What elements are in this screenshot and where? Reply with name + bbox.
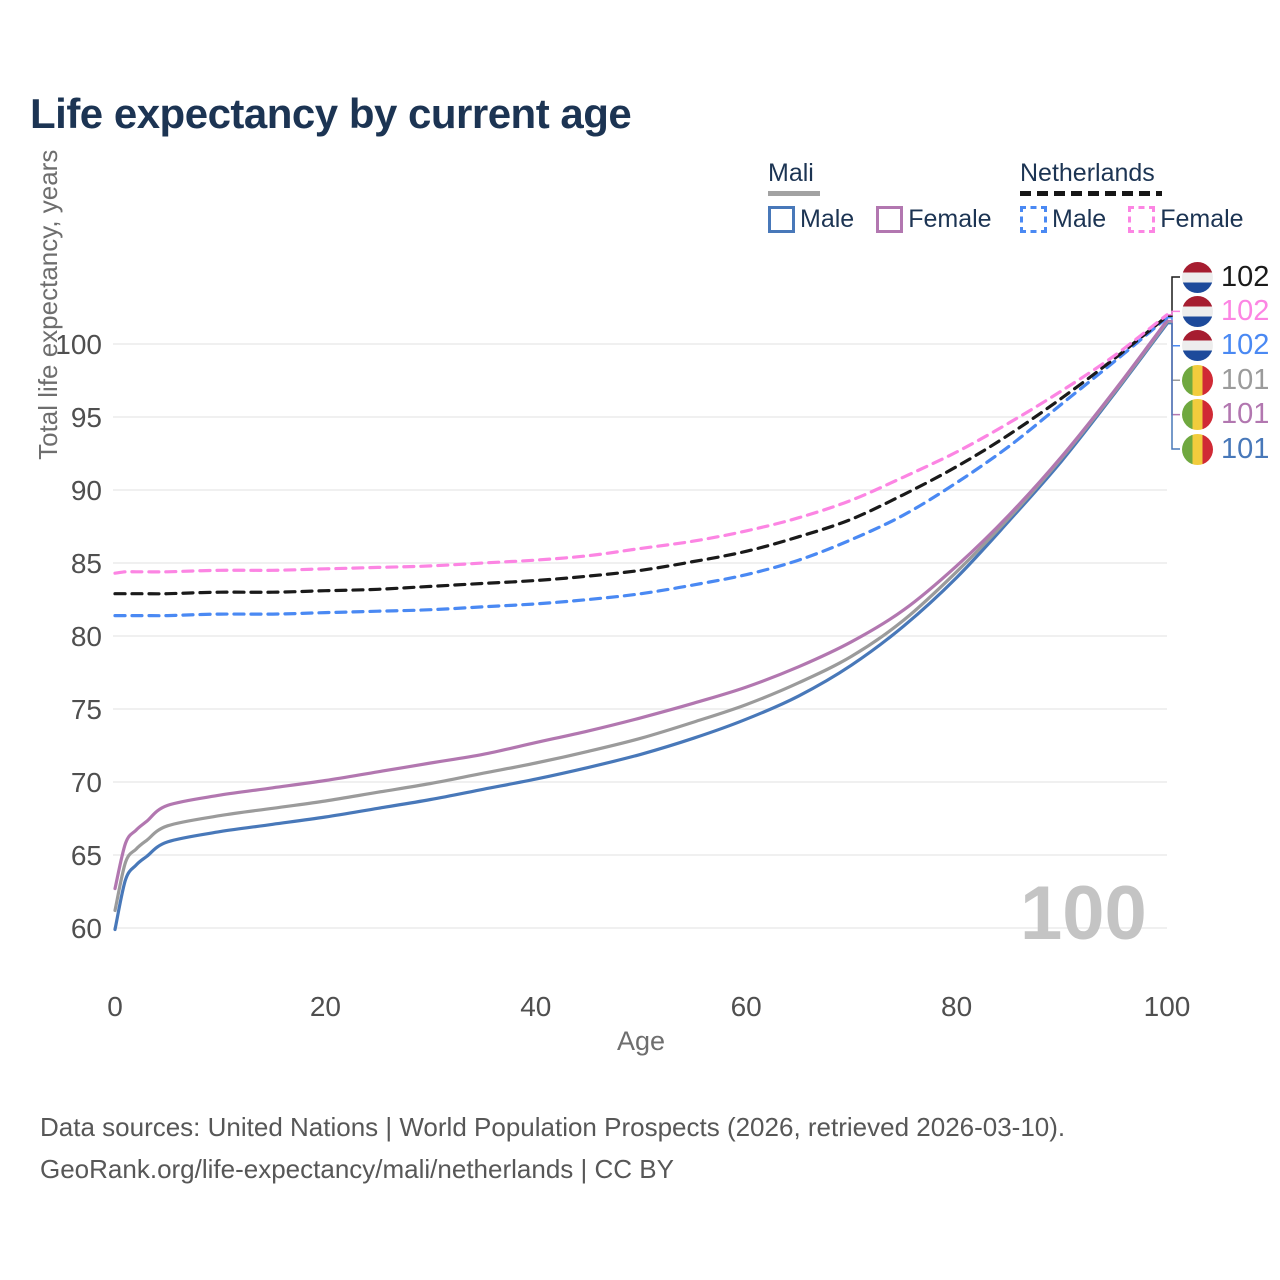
x-tick-60: 60 — [731, 991, 762, 1022]
legend-group-netherlands: Netherlands Male Female — [1020, 160, 1244, 234]
x-tick-0: 0 — [107, 991, 123, 1022]
end-label-value: 102 — [1221, 294, 1270, 327]
legend-title-netherlands[interactable]: Netherlands — [1020, 159, 1155, 187]
y-tick-95: 95 — [71, 402, 102, 433]
legend-label-netherlands-male[interactable]: Male — [1052, 205, 1107, 233]
end-label-mali-all: 101 — [1182, 364, 1269, 396]
x-axis-title: Age — [616, 1026, 666, 1056]
legend-swatch-netherlands-female[interactable] — [1128, 206, 1156, 233]
page-title: Life expectancy by current age — [30, 90, 632, 137]
end-label-value: 101 — [1221, 432, 1270, 465]
legend-label-netherlands-female[interactable]: Female — [1160, 205, 1244, 233]
end-label-connector-mali-female — [1168, 319, 1180, 416]
footer-attribution-link[interactable]: GeoRank.org/life-expectancy/mali/netherl… — [40, 1154, 674, 1184]
end-label-netherlands-male: 102 — [1182, 329, 1270, 362]
x-tick-20: 20 — [310, 991, 341, 1022]
end-label-mali-male: 101 — [1182, 433, 1269, 465]
x-tick-100: 100 — [1144, 991, 1191, 1022]
y-tick-75: 75 — [71, 694, 102, 725]
end-label-netherlands-female: 102 — [1182, 295, 1269, 327]
end-label-netherlands-all: 102 — [1182, 261, 1269, 293]
mali-flag-icon — [1182, 399, 1213, 431]
y-axis-title: Total life expectancy, years — [33, 149, 63, 460]
y-tick-90: 90 — [71, 475, 102, 506]
footer: Data sources: United Nations | World Pop… — [40, 1106, 1065, 1190]
mali-flag-icon — [1182, 433, 1213, 465]
end-label-connector-netherlands-all — [1168, 276, 1180, 318]
legend-swatch-netherlands-male[interactable] — [1020, 206, 1047, 233]
legend-swatch-mali-male[interactable] — [768, 206, 795, 233]
line-netherlands-male[interactable] — [113, 316, 1169, 618]
end-label-connector-mali-male — [1168, 322, 1180, 450]
end-label-value: 102 — [1221, 329, 1270, 362]
x-tick-80: 80 — [941, 991, 972, 1022]
end-label-value: 101 — [1221, 398, 1270, 431]
line-mali-female[interactable] — [113, 319, 1169, 891]
y-tick-100: 100 — [55, 329, 102, 360]
mali-flag-icon — [1182, 364, 1213, 396]
legend-swatch-mali-female[interactable] — [876, 206, 904, 233]
netherlands-flag-icon — [1182, 330, 1213, 362]
end-label-value: 101 — [1221, 363, 1270, 396]
end-label-connector-netherlands-female — [1168, 310, 1180, 316]
y-tick-85: 85 — [71, 548, 102, 579]
legend-label-mali-male[interactable]: Male — [800, 205, 855, 233]
line-netherlands-all[interactable] — [113, 314, 1169, 596]
y-tick-65: 65 — [71, 840, 102, 871]
netherlands-line-style-sample — [1020, 191, 1162, 196]
mali-line-style-sample — [768, 191, 820, 196]
legend-label-mali-female[interactable]: Female — [908, 205, 992, 233]
y-tick-80: 80 — [71, 621, 102, 652]
legend-title-mali[interactable]: Mali — [768, 159, 814, 187]
line-mali-all[interactable] — [113, 320, 1169, 913]
end-label-mali-female: 101 — [1182, 398, 1270, 431]
y-tick-60: 60 — [71, 913, 102, 944]
line-mali-male[interactable] — [113, 322, 1169, 932]
end-label-value: 102 — [1221, 260, 1270, 293]
netherlands-flag-icon — [1182, 261, 1213, 293]
footer-data-sources: Data sources: United Nations | World Pop… — [40, 1112, 1066, 1142]
line-netherlands-female[interactable] — [113, 313, 1169, 575]
netherlands-flag-icon — [1182, 295, 1213, 327]
age-watermark: 100 — [1020, 871, 1147, 956]
x-tick-40: 40 — [520, 991, 551, 1022]
legend-row-mali: Male Female — [768, 205, 992, 234]
end-label-connector-mali-all — [1168, 321, 1180, 381]
legend-row-netherlands: Male Female — [1020, 205, 1244, 234]
legend-group-mali: Mali Male Female — [768, 160, 992, 234]
y-tick-70: 70 — [71, 767, 102, 798]
